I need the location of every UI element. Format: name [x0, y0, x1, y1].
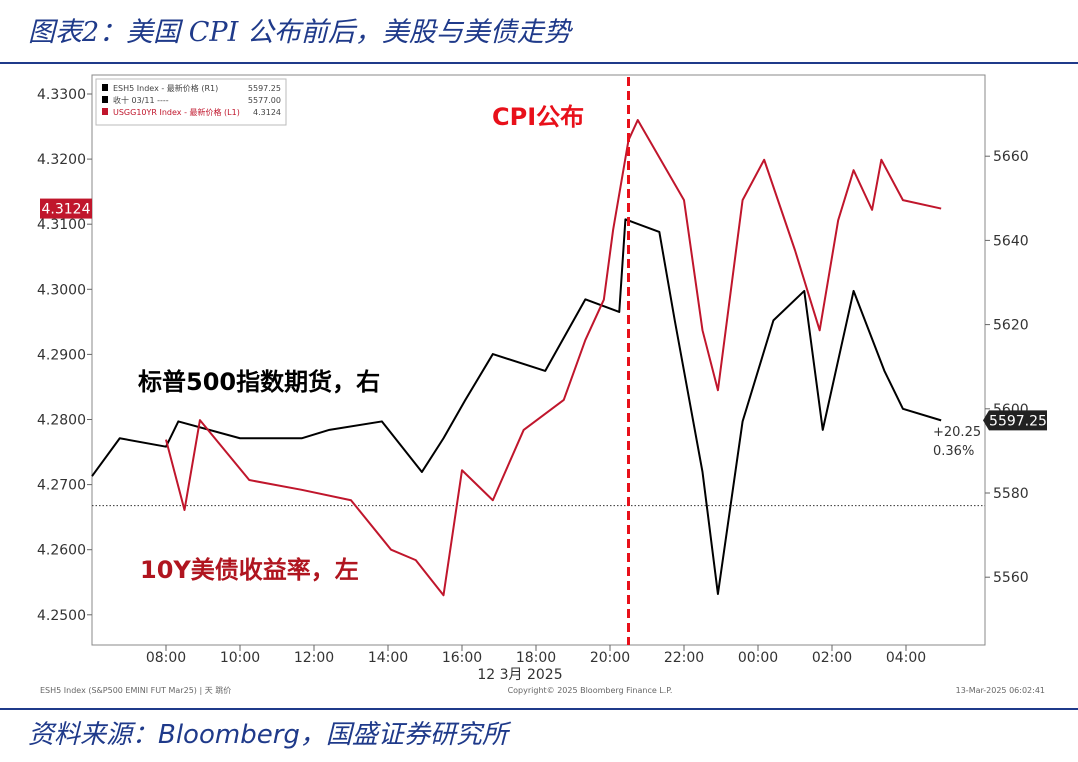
legend-swatch [102, 96, 108, 103]
right-tick-label: 5640 [993, 233, 1029, 249]
left-tick-label: 4.3300 [37, 87, 86, 103]
bottom-divider [0, 708, 1078, 710]
footer-center: Copyright© 2025 Bloomberg Finance L.P. [508, 686, 673, 695]
last-es-value: 5597.25 [989, 413, 1047, 429]
legend-label: 收十 03/11 ---- [113, 95, 169, 105]
x-tick-label: 16:00 [442, 650, 482, 666]
x-tick-label: 22:00 [664, 650, 704, 666]
legend-value: 4.3124 [253, 108, 281, 117]
x-tick-label: 10:00 [220, 650, 260, 666]
right-tick-label: 5620 [993, 318, 1029, 334]
x-tick-label: 20:00 [590, 650, 630, 666]
change-percent: 0.36% [933, 444, 974, 459]
legend-swatch [102, 108, 108, 115]
left-tick-label: 4.2900 [37, 347, 86, 363]
left-tick-label: 4.2700 [37, 478, 86, 494]
legend-value: 5577.00 [248, 96, 281, 105]
source-note: 资料来源：Bloomberg，国盛证券研究所 [28, 720, 508, 750]
x-tick-label: 04:00 [886, 650, 926, 666]
top-divider [0, 62, 1078, 64]
left-tick-label: 4.3000 [37, 282, 86, 298]
last-es-tag [983, 410, 1047, 431]
es-series-label: 标普500指数期货，右 [138, 368, 380, 396]
x-tick-label: 00:00 [738, 650, 778, 666]
left-tick-label: 4.3100 [37, 217, 86, 233]
legend-value: 5597.25 [248, 84, 281, 93]
legend-label: USGG10YR Index - 最新价格 (L1) [113, 107, 240, 117]
x-tick-label: 14:00 [368, 650, 408, 666]
x-date-label: 12 3月 2025 [477, 667, 562, 683]
last-yield-tag [40, 198, 92, 219]
left-tick-label: 4.2500 [37, 608, 86, 624]
left-tick-label: 4.2600 [37, 543, 86, 559]
series-line-es [91, 218, 942, 596]
right-tick-label: 5560 [993, 570, 1029, 586]
x-tick-label: 02:00 [812, 650, 852, 666]
left-tick-label: 4.2800 [37, 413, 86, 429]
footer-right: 13-Mar-2025 06:02:41 [956, 686, 1045, 695]
change-value: +20.25 [933, 425, 981, 440]
right-tick-label: 5580 [993, 486, 1029, 502]
x-tick-label: 18:00 [516, 650, 556, 666]
x-tick-label: 08:00 [146, 650, 186, 666]
figure-title: 图表2：美国 CPI 公布前后，美股与美债走势 [28, 17, 571, 48]
legend-box [95, 78, 287, 126]
legend-label: ESH5 Index - 最新价格 (R1) [113, 83, 218, 93]
cpi-label: CPI公布 [492, 103, 584, 131]
left-tick-label: 4.3200 [37, 152, 86, 168]
plot-area [91, 74, 986, 646]
last-yield-value: 4.3124 [42, 202, 91, 218]
yield-series-label: 10Y美债收益率，左 [140, 556, 359, 584]
legend-swatch [102, 84, 108, 91]
x-tick-label: 12:00 [294, 650, 334, 666]
footer-left: ESH5 Index (S&P500 EMINI FUT Mar25) | 天 … [40, 685, 231, 695]
right-tick-label: 5660 [993, 149, 1029, 165]
